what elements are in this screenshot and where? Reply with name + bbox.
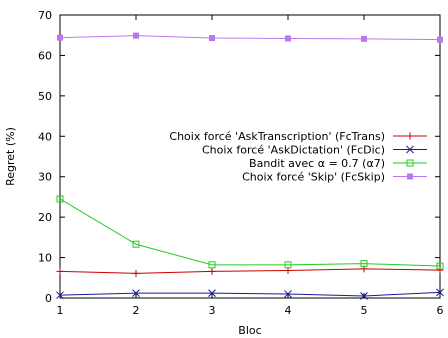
series-line-1: [59, 291, 441, 297]
y-axis-label: Regret (%): [4, 127, 17, 186]
y-tick-label: 40: [38, 130, 52, 143]
y-tick-label: 60: [38, 49, 52, 62]
data-point: [132, 269, 140, 277]
data-point: [436, 288, 444, 297]
x-tick-label: 6: [437, 304, 444, 317]
legend-entry-marker: [406, 159, 414, 167]
data-point: [436, 262, 444, 270]
y-tick-label: 70: [38, 9, 52, 22]
series-markers: [56, 32, 444, 300]
plot-border: [59, 14, 441, 299]
data-point: [132, 289, 140, 298]
y-tick-label: 10: [38, 252, 52, 265]
y-tick-label: 0: [45, 292, 52, 305]
x-tick-label: 2: [133, 304, 140, 317]
legend-entry-label: Choix forcé 'Skip' (FcSkip): [242, 171, 385, 184]
legend-entry-marker: [406, 145, 414, 154]
data-point: [437, 36, 443, 43]
y-axis-ticks: 0 10 20 30 40 50 60 70: [38, 9, 440, 305]
data-point: [360, 292, 368, 300]
data-point: [436, 266, 444, 274]
data-point: [56, 291, 64, 300]
data-point: [285, 35, 291, 42]
y-tick-label: 30: [38, 171, 52, 184]
data-point: [284, 261, 292, 269]
legend-entry-label: Choix forcé 'AskTranscription' (FcTrans): [169, 130, 385, 143]
y-tick-label: 50: [38, 90, 52, 103]
data-point: [360, 260, 368, 268]
series-line-2: [59, 198, 441, 267]
data-point: [208, 289, 216, 298]
x-tick-label: 5: [361, 304, 368, 317]
data-point: [209, 35, 215, 42]
x-tick-label: 4: [285, 304, 292, 317]
data-point: [57, 34, 63, 41]
series-line-0: [59, 268, 441, 274]
legend-entry-marker: [407, 173, 413, 180]
data-point: [284, 290, 292, 298]
data-point: [56, 195, 64, 203]
series-lines: [59, 35, 441, 297]
legend-entry-label: Choix forcé 'AskDictation' (FcDic): [202, 144, 385, 157]
plot-frame: [59, 14, 441, 299]
series-line-3: [59, 35, 441, 41]
legend-entry-label: Bandit avec α = 0.7 (α7): [249, 157, 385, 170]
data-point: [208, 267, 216, 275]
data-point: [208, 261, 216, 269]
data-point: [133, 32, 139, 39]
x-axis-label: Bloc: [238, 324, 261, 337]
x-tick-label: 1: [57, 304, 64, 317]
y-tick-label: 20: [38, 211, 52, 224]
data-point: [361, 35, 367, 42]
data-point: [56, 267, 64, 275]
legend: Choix forcé 'AskTranscription' (FcTrans)…: [169, 130, 427, 184]
x-tick-label: 3: [209, 304, 216, 317]
data-point: [132, 240, 140, 248]
legend-entry-marker: [406, 132, 414, 140]
